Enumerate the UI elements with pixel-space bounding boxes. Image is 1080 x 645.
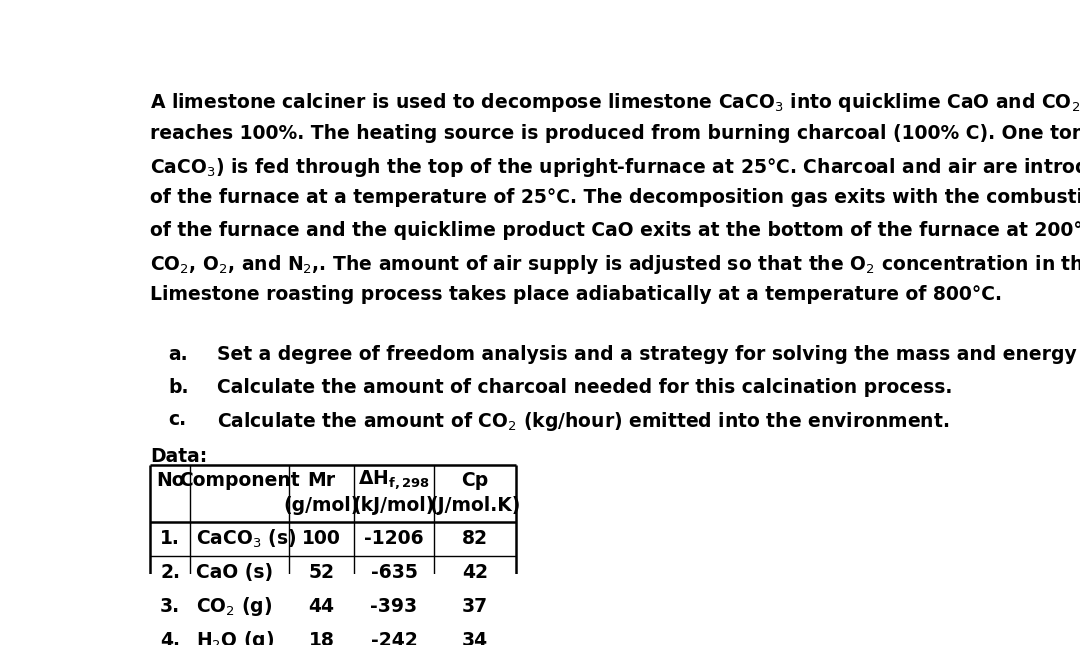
- Text: Component: Component: [179, 471, 300, 490]
- Text: CaCO$_3$ (s): CaCO$_3$ (s): [197, 528, 297, 550]
- Text: 34: 34: [462, 631, 488, 645]
- Text: Calculate the amount of charcoal needed for this calcination process.: Calculate the amount of charcoal needed …: [217, 377, 953, 397]
- Text: CaO (s): CaO (s): [197, 563, 273, 582]
- Text: (kJ/mol): (kJ/mol): [353, 497, 435, 515]
- Text: 100: 100: [302, 530, 341, 548]
- Text: c.: c.: [168, 410, 187, 429]
- Text: a.: a.: [168, 345, 188, 364]
- Text: 52: 52: [309, 563, 335, 582]
- Text: 44: 44: [309, 597, 335, 616]
- Text: Mr: Mr: [308, 471, 336, 490]
- Text: reaches 100%. The heating source is produced from burning charcoal (100% C). One: reaches 100%. The heating source is prod…: [150, 124, 1080, 143]
- Text: No: No: [156, 471, 185, 490]
- Text: of the furnace at a temperature of 25°C. The decomposition gas exits with the co: of the furnace at a temperature of 25°C.…: [150, 188, 1080, 207]
- Text: Calculate the amount of CO$_2$ (kg/hour) emitted into the environment.: Calculate the amount of CO$_2$ (kg/hour)…: [217, 410, 949, 433]
- Text: of the furnace and the quicklime product CaO exits at the bottom of the furnace : of the furnace and the quicklime product…: [150, 221, 1080, 240]
- Text: (J/mol.K): (J/mol.K): [429, 497, 521, 515]
- Text: -1206: -1206: [364, 530, 423, 548]
- Text: Cp: Cp: [461, 471, 488, 490]
- Text: A limestone calciner is used to decompose limestone CaCO$_3$ into quicklime CaO : A limestone calciner is used to decompos…: [150, 92, 1080, 114]
- Text: CO$_2$ (g): CO$_2$ (g): [197, 595, 272, 618]
- Text: -635: -635: [370, 563, 418, 582]
- Text: 42: 42: [462, 563, 488, 582]
- Text: 37: 37: [462, 597, 488, 616]
- Text: $\mathbf{\Delta}$H$_{\mathbf{f,298}}$: $\mathbf{\Delta}$H$_{\mathbf{f,298}}$: [359, 469, 430, 492]
- Text: 2.: 2.: [160, 563, 180, 582]
- Text: H$_2$O (g): H$_2$O (g): [197, 629, 274, 645]
- Text: -242: -242: [370, 631, 418, 645]
- Text: CO$_2$, O$_2$, and N$_2$,. The amount of air supply is adjusted so that the O$_2: CO$_2$, O$_2$, and N$_2$,. The amount of…: [150, 253, 1080, 276]
- Text: 18: 18: [309, 631, 335, 645]
- Text: (g/mol): (g/mol): [283, 497, 360, 515]
- Text: Data:: Data:: [150, 447, 207, 466]
- Text: 82: 82: [462, 530, 488, 548]
- Text: 3.: 3.: [160, 597, 180, 616]
- Text: 4.: 4.: [160, 631, 180, 645]
- Text: CaCO$_3$) is fed through the top of the upright-furnace at 25°C. Charcoal and ai: CaCO$_3$) is fed through the top of the …: [150, 156, 1080, 179]
- Text: 1.: 1.: [160, 530, 180, 548]
- Text: -393: -393: [370, 597, 418, 616]
- Text: Set a degree of freedom analysis and a strategy for solving the mass and energy : Set a degree of freedom analysis and a s…: [217, 345, 1080, 364]
- Text: Limestone roasting process takes place adiabatically at a temperature of 800°C.: Limestone roasting process takes place a…: [150, 285, 1002, 304]
- Text: b.: b.: [168, 377, 189, 397]
